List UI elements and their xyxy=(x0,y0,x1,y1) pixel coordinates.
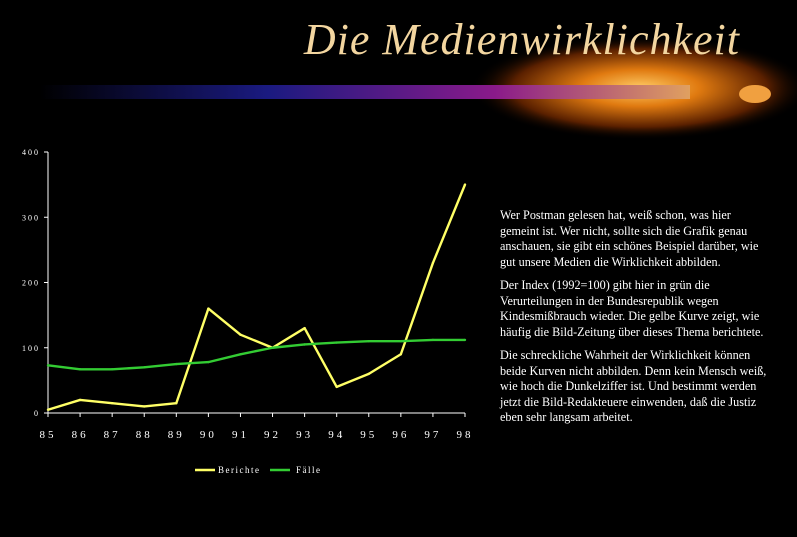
series-line-f-lle xyxy=(47,338,465,371)
data-point xyxy=(207,307,210,310)
data-point xyxy=(207,360,210,364)
x-tick-label-1: 86 xyxy=(72,429,89,441)
data-point xyxy=(46,364,50,367)
data-point xyxy=(110,402,114,405)
y-tick-label-4: 400 xyxy=(22,148,40,157)
data-point xyxy=(143,366,146,369)
x-tick-label-6: 91 xyxy=(232,429,249,441)
data-point xyxy=(399,353,403,356)
y-tick-label-1: 100 xyxy=(22,344,40,353)
data-point xyxy=(110,368,114,371)
data-point xyxy=(46,408,50,411)
y-tick-label-0: 0 xyxy=(34,409,40,418)
x-tick-label-9: 94 xyxy=(328,429,345,441)
y-tick-label-2: 200 xyxy=(22,279,40,288)
data-point xyxy=(463,183,467,186)
data-point xyxy=(399,340,403,343)
x-tick-label-7: 92 xyxy=(264,429,281,441)
data-point xyxy=(78,398,82,402)
data-point xyxy=(239,333,242,336)
data-point xyxy=(335,341,338,344)
x-tick-label-10: 95 xyxy=(360,429,377,441)
data-point xyxy=(78,368,82,371)
paragraph-conclusion: Die schreckliche Wahrheit der Wirklichke… xyxy=(500,348,767,424)
data-point xyxy=(303,326,306,330)
title-decoration xyxy=(40,36,797,140)
line-chart: 0 100 200 300 400 85 86 87 88 89 90 91 92 93 94 95 96 97 9… xyxy=(22,148,474,475)
data-point xyxy=(463,338,467,342)
data-point xyxy=(303,343,306,346)
x-tick-label-3: 88 xyxy=(136,429,153,441)
x-tick-label-2: 87 xyxy=(104,429,121,441)
data-point xyxy=(367,372,370,376)
legend-label-0: Berichte xyxy=(218,465,261,475)
commentary-text: Wer Postman gelesen hat, weiß schon, was… xyxy=(500,208,768,434)
x-tick-label-13: 98 xyxy=(457,429,474,441)
series-line-berichte xyxy=(47,184,467,411)
data-point xyxy=(175,402,178,405)
paragraph-index: Der Index (1992=100) gibt hier in grün d… xyxy=(500,278,764,339)
x-tick-label-11: 96 xyxy=(392,429,409,441)
x-tick-label-4: 89 xyxy=(168,429,185,441)
paragraph-intro: Wer Postman gelesen hat, weiß schon, was… xyxy=(500,208,759,269)
y-tick-label-3: 300 xyxy=(22,213,40,222)
x-tick-label-8: 93 xyxy=(296,429,313,441)
x-tick-label-0: 85 xyxy=(40,429,57,441)
data-point xyxy=(271,346,274,349)
data-point xyxy=(143,405,146,408)
data-point xyxy=(367,340,370,343)
x-tick-label-12: 97 xyxy=(424,429,441,441)
slide-title: Die Medienwirklichkeit xyxy=(303,15,740,64)
data-point xyxy=(239,353,242,356)
legend-label-1: Fälle xyxy=(296,465,322,475)
data-point xyxy=(431,261,435,265)
data-point xyxy=(335,385,338,389)
data-point xyxy=(431,338,435,342)
data-point xyxy=(175,362,178,366)
x-tick-label-5: 90 xyxy=(200,429,217,441)
